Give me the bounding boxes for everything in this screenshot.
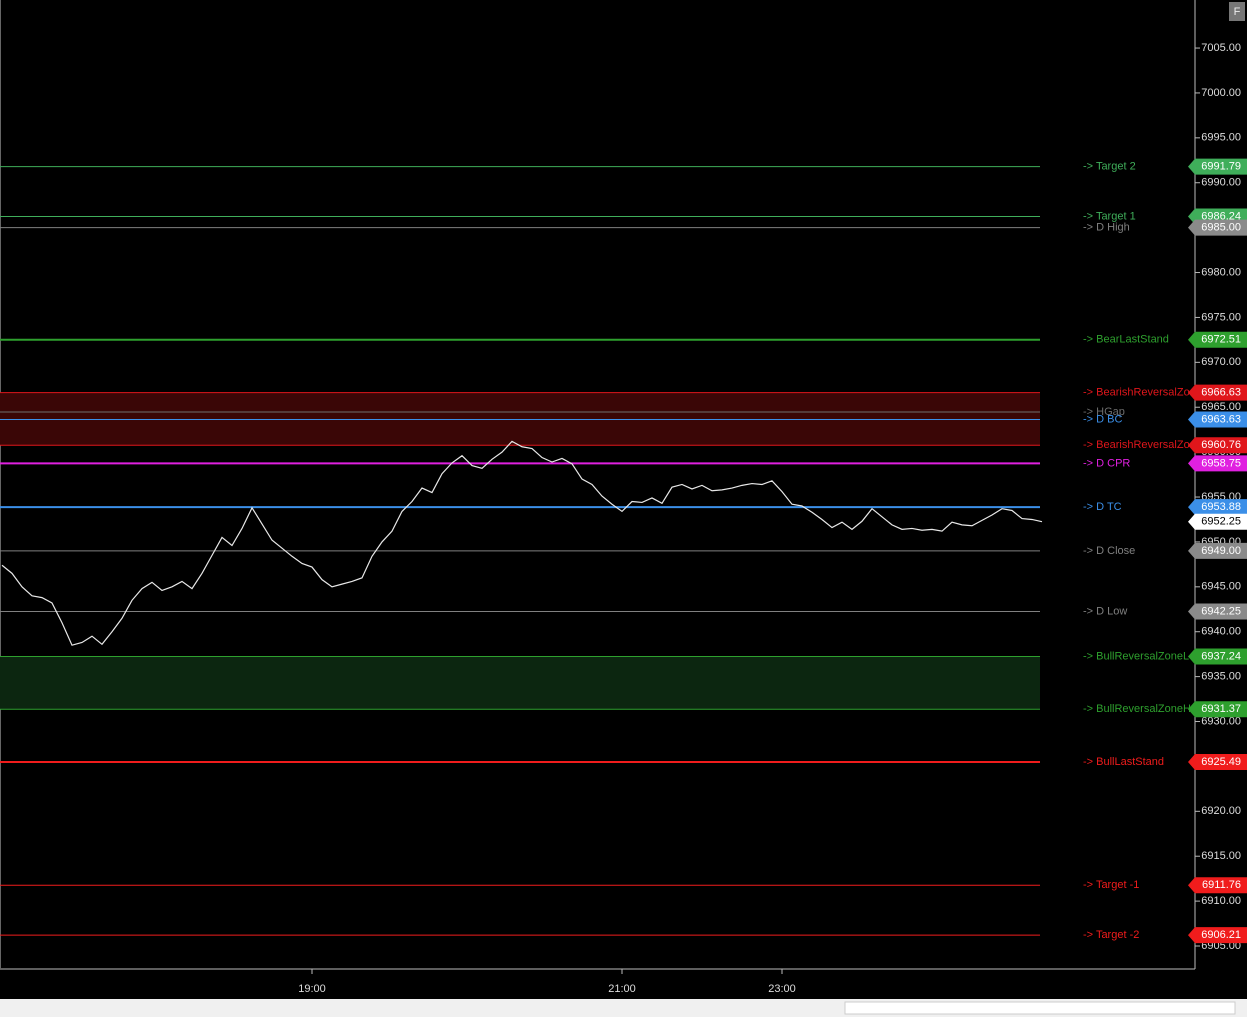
price-badge-label: 6963.63: [1201, 413, 1241, 425]
price-badge: [1188, 513, 1247, 530]
level-label: -> D Low: [1083, 605, 1127, 617]
price-badge: [1188, 384, 1247, 401]
button-label: F: [1234, 6, 1241, 18]
price-badge: [1188, 754, 1247, 771]
level-label: -> BearLastStand: [1083, 334, 1169, 346]
price-line: [1, 440, 1043, 646]
zone: [0, 392, 1040, 446]
price-badge-label: 6925.49: [1201, 756, 1241, 768]
price-badge-label: 6985.00: [1201, 222, 1241, 234]
level-label: -> D TC: [1083, 501, 1122, 513]
level-label: -> BearishReversalZo: [1083, 386, 1190, 398]
price-badge: [1188, 219, 1247, 236]
y-tick-label: 6945.00: [1201, 581, 1241, 593]
y-tick-label: 6915.00: [1201, 850, 1241, 862]
y-tick-label: 6980.00: [1201, 266, 1241, 278]
level-label: -> D BC: [1083, 413, 1122, 425]
price-badge-label: 6972.51: [1201, 334, 1241, 346]
price-badge-label: 6952.25: [1201, 516, 1241, 528]
x-tick-label: 21:00: [608, 983, 636, 995]
y-tick-label: 6995.00: [1201, 132, 1241, 144]
zone: [0, 656, 1040, 710]
price-badge: [1188, 648, 1247, 665]
scroll-thumb[interactable]: [844, 1001, 1236, 1015]
level-label: -> BearishReversalZo: [1083, 439, 1190, 451]
x-tick-label: 23:00: [768, 983, 796, 995]
y-tick-label: 6920.00: [1201, 805, 1241, 817]
y-tick-label: 6930.00: [1201, 715, 1241, 727]
level-label: -> Target 1: [1083, 210, 1136, 222]
price-badge: [1188, 701, 1247, 718]
price-badge-label: 6966.63: [1201, 386, 1241, 398]
price-badge-label: 6986.24: [1201, 210, 1241, 222]
price-badge: [1188, 158, 1247, 175]
x-tick-label: 19:00: [298, 983, 326, 995]
y-tick-label: 6975.00: [1201, 311, 1241, 323]
price-badge-label: 6958.75: [1201, 457, 1241, 469]
level-label: -> Target 2: [1083, 161, 1136, 173]
button[interactable]: [1229, 2, 1245, 21]
level-label: -> Target -1: [1083, 879, 1139, 891]
price-badge-label: 6906.21: [1201, 929, 1241, 941]
price-badge: [1188, 499, 1247, 516]
level-label: -> BullReversalZoneH: [1083, 703, 1191, 715]
level-label: -> BullReversalZoneL: [1083, 650, 1189, 662]
price-badge: [1188, 455, 1247, 472]
price-badge-label: 6911.76: [1202, 879, 1241, 891]
price-badge: [1188, 437, 1247, 454]
price-badge-label: 6937.24: [1201, 650, 1241, 662]
y-tick-label: 6935.00: [1201, 671, 1241, 683]
price-badge: [1188, 603, 1247, 620]
y-tick-label: 6965.00: [1201, 401, 1241, 413]
y-tick-label: 6940.00: [1201, 626, 1241, 638]
price-badge: [1188, 331, 1247, 348]
level-label: -> D High: [1083, 222, 1130, 234]
level-label: -> HGap: [1083, 406, 1125, 418]
price-badge-label: 6949.00: [1201, 545, 1241, 557]
level-label: -> Target -2: [1083, 929, 1139, 941]
price-badge: [1188, 877, 1247, 894]
price-badge-label: 6960.76: [1201, 439, 1241, 451]
y-tick-label: 6990.00: [1201, 177, 1241, 189]
price-badge-label: 6953.88: [1201, 501, 1241, 513]
price-badge: [1188, 411, 1247, 428]
price-badge-label: 6931.37: [1201, 703, 1241, 715]
price-badge: [1188, 542, 1247, 559]
y-tick-label: 7000.00: [1201, 87, 1241, 99]
price-badge-label: 6942.25: [1201, 605, 1241, 617]
level-label: -> D Close: [1083, 545, 1135, 557]
level-label: -> D CPR: [1083, 457, 1130, 469]
y-tick-label: 7005.00: [1201, 42, 1241, 54]
y-tick-label: 6910.00: [1201, 895, 1241, 907]
y-tick-label: 6970.00: [1201, 356, 1241, 368]
level-label: -> BullLastStand: [1083, 756, 1164, 768]
price-badge: [1188, 927, 1247, 944]
price-badge-label: 6991.79: [1201, 161, 1241, 173]
